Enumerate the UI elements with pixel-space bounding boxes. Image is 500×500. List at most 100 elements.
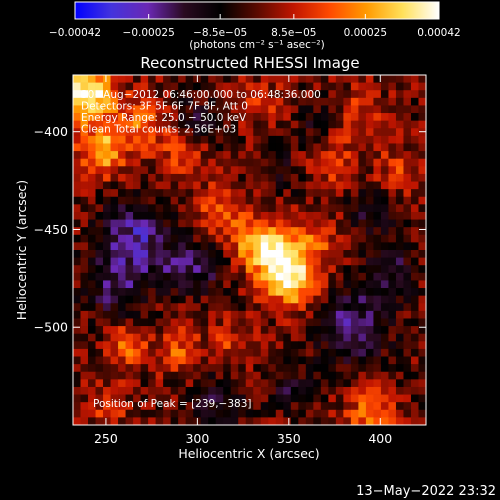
image-pixel [118,113,126,121]
image-pixel [163,295,171,304]
image-pixel [193,90,202,99]
image-pixel [328,371,337,380]
image-pixel [343,280,352,289]
image-pixel [88,189,96,198]
image-pixel [275,120,284,129]
image-pixel [245,394,254,403]
image-pixel [395,181,404,190]
image-pixel [268,242,277,251]
image-pixel [163,257,171,266]
image-pixel [418,310,426,319]
image-pixel [328,204,337,213]
image-pixel [73,318,81,327]
image-pixel [200,82,209,91]
image-pixel [275,82,284,91]
image-pixel [88,288,96,296]
image-pixel [305,394,314,403]
image-pixel [328,310,337,319]
image-pixel [260,97,269,106]
image-pixel [343,75,352,83]
image-pixel [313,379,322,388]
image-pixel [200,280,209,289]
image-pixel [395,257,404,266]
image-pixel [140,394,149,403]
image-pixel [163,204,171,213]
image-pixel [358,318,367,327]
image-pixel [140,120,149,129]
image-pixel [80,211,89,220]
image-pixel [95,402,104,411]
image-pixel [350,386,359,395]
image-pixel [148,348,156,357]
image-pixel [335,409,344,418]
image-pixel [335,143,344,152]
image-pixel [343,105,352,114]
image-pixel [395,288,404,296]
image-pixel [388,97,397,106]
image-pixel [283,219,292,228]
image-pixel [193,158,202,167]
image-pixel [208,90,217,99]
image-pixel [275,173,284,182]
image-pixel [388,135,397,144]
image-pixel [208,288,217,296]
image-pixel [418,97,426,106]
image-pixel [388,173,397,182]
image-pixel [110,394,119,403]
image-pixel [140,143,149,152]
image-pixel [313,105,322,114]
image-pixel [230,386,239,395]
image-pixel [110,402,119,411]
image-pixel [275,318,284,327]
image-pixel [275,166,284,175]
image-pixel [328,97,337,106]
image-pixel [328,143,337,152]
image-pixel [283,250,292,258]
image-pixel [403,189,412,198]
image-pixel [275,280,284,289]
image-pixel [260,250,269,258]
image-pixel [290,394,299,403]
image-pixel [290,166,299,175]
image-pixel [95,128,104,137]
image-pixel [290,120,299,129]
image-pixel [320,257,329,266]
image-pixel [395,158,404,167]
image-pixel [155,288,164,296]
image-pixel [230,143,239,152]
image-pixel [73,189,81,198]
image-pixel [380,272,389,281]
image-pixel [283,120,292,129]
image-pixel [170,272,179,281]
image-pixel [208,181,217,190]
image-pixel [305,295,314,304]
image-pixel [178,151,187,160]
image-pixel [283,105,292,114]
image-pixel [335,333,344,342]
image-pixel [185,303,194,312]
image-pixel [185,402,194,411]
image-pixel [125,120,134,129]
image-pixel [110,196,119,205]
image-pixel [155,409,164,418]
image-pixel [223,371,232,380]
image-pixel [163,151,171,160]
image-pixel [125,364,134,373]
image-pixel [298,333,307,342]
image-pixel [73,417,81,425]
image-pixel [335,151,344,160]
image-pixel [260,143,269,152]
image-pixel [170,120,179,129]
image-pixel [388,310,397,319]
image-pixel [155,371,164,380]
image-pixel [140,379,149,388]
image-pixel [200,242,209,251]
image-pixel [215,219,224,228]
image-pixel [418,409,426,418]
image-pixel [245,90,254,99]
image-pixel [268,158,277,167]
image-pixel [155,310,164,319]
image-pixel [193,242,202,251]
image-pixel [380,143,389,152]
image-pixel [373,211,382,220]
